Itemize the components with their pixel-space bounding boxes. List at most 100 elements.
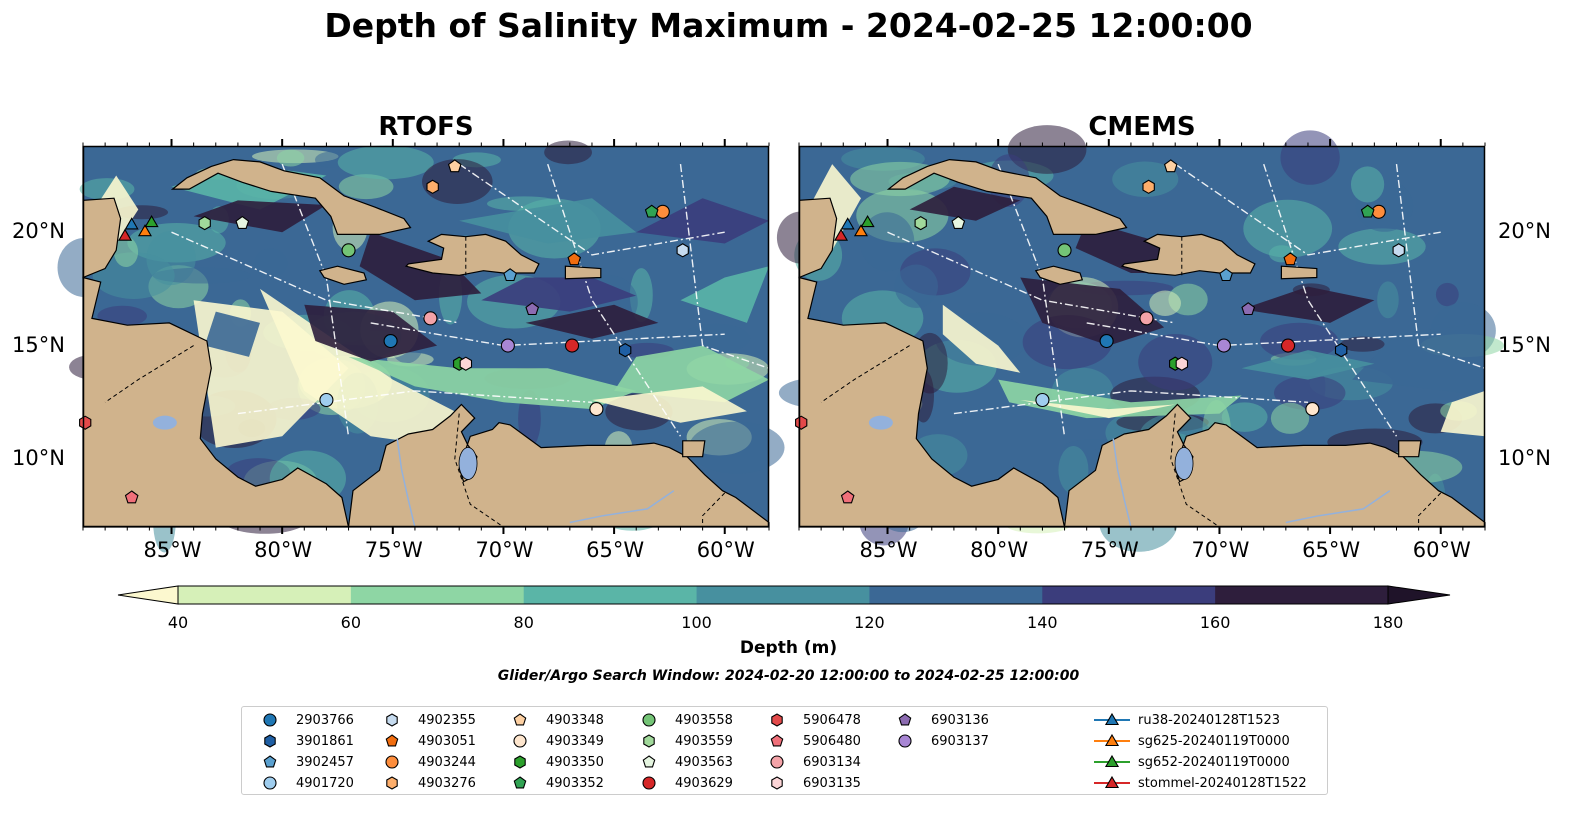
- colorbar-tick-label: 120: [854, 613, 885, 632]
- legend-entry: 4902355: [372, 710, 476, 730]
- map-cmems: [776, 125, 1505, 552]
- float-3901861: [618, 342, 632, 358]
- legend-label: 4903349: [546, 733, 604, 749]
- lake-nicaragua: [868, 415, 893, 430]
- lon-label: 65°W: [586, 538, 645, 562]
- float-4903276: [426, 179, 439, 194]
- legend-entry: 2903766: [250, 710, 354, 730]
- float-5906478: [79, 415, 92, 430]
- colorbar-extend-min: [117, 585, 179, 605]
- colorbar-label: Depth (m): [739, 638, 838, 658]
- depth-region: [260, 288, 460, 446]
- glider-sg625-20240119T0000: [137, 224, 152, 237]
- legend-entry: 4903629: [629, 773, 733, 793]
- legend-symbol: [771, 713, 783, 727]
- legend-entry: sg625-20240119T0000: [1092, 731, 1290, 751]
- lon-label: 60°W: [696, 538, 755, 562]
- legend-symbol: [263, 755, 277, 768]
- legend-label: 5906478: [803, 712, 861, 728]
- legend-symbol: [386, 713, 398, 727]
- panel-title-rtofs: RTOFS: [378, 112, 474, 142]
- legend-marker: [386, 776, 398, 790]
- eez-boundary: [997, 163, 1066, 437]
- lon-label: 70°W: [1191, 538, 1250, 562]
- legend-marker: [263, 755, 277, 768]
- land: [347, 403, 770, 528]
- float-4903629: [1281, 338, 1296, 353]
- colorbar-frame: [177, 585, 1389, 605]
- lake-maracaibo: [1174, 447, 1194, 480]
- legend-marker: [770, 734, 784, 747]
- lon-label: 70°W: [475, 538, 534, 562]
- lon-label: 75°W: [1080, 538, 1139, 562]
- depth-region: [304, 304, 438, 362]
- depth-region: [909, 186, 1021, 221]
- legend-label: sg652-20240119T0000: [1138, 754, 1290, 770]
- land: [798, 146, 838, 279]
- legend-entry: 6903134: [757, 752, 861, 772]
- colorbar-segment: [869, 586, 1043, 604]
- land: [318, 265, 368, 285]
- legend-marker: [1094, 775, 1130, 789]
- depth-region: [1241, 350, 1375, 380]
- legend-label: 4903563: [675, 754, 733, 770]
- eez-boundary: [679, 164, 770, 369]
- colorbar-tick-label: 160: [1199, 613, 1231, 632]
- border: [820, 345, 910, 403]
- colorbar-tick-label: 80: [513, 613, 534, 632]
- legend-symbol: [642, 713, 656, 727]
- float-6903134: [423, 311, 438, 326]
- legend-symbol: [642, 776, 656, 790]
- float-4901720: [319, 392, 334, 408]
- depth-region: [942, 304, 1021, 373]
- legend-entry: 3902457: [250, 752, 354, 772]
- river: [1285, 490, 1391, 524]
- legend-label: 4903352: [546, 775, 604, 791]
- eez-boundary: [1263, 163, 1398, 437]
- depth-patch: [1377, 281, 1399, 319]
- legend-label: 2903766: [296, 712, 354, 728]
- legend-marker: [263, 713, 277, 727]
- float-6903135: [1175, 356, 1189, 371]
- depth-region: [614, 345, 769, 403]
- legend-triangle: [1104, 712, 1120, 726]
- float-4903559: [198, 215, 211, 231]
- depth-patch: [1007, 125, 1087, 174]
- land: [82, 146, 122, 279]
- depth-region: [1020, 400, 1176, 419]
- legend-marker: [264, 734, 276, 748]
- legend-label: 6903137: [931, 733, 989, 749]
- panel-title-cmems: CMEMS: [1088, 112, 1196, 142]
- depth-region: [459, 198, 637, 244]
- legend-label: 4903276: [418, 775, 476, 791]
- legend-marker: [898, 713, 912, 726]
- colorbar-segment: [696, 586, 870, 604]
- float-4903348: [1163, 159, 1178, 173]
- legend-label: 4903559: [675, 733, 733, 749]
- depth-region: [204, 311, 260, 357]
- lon-label: 80°W: [254, 538, 313, 562]
- lon-label: 80°W: [970, 538, 1029, 562]
- glider-sg652-20240119T0000: [144, 215, 159, 228]
- lon-label: 85°W: [859, 538, 918, 562]
- river: [1112, 438, 1132, 528]
- legend-label: sg625-20240119T0000: [1138, 733, 1290, 749]
- depth-region: [193, 200, 327, 233]
- lat-label: 20°N: [1498, 219, 1551, 244]
- legend-marker: [898, 734, 912, 748]
- eez-boundary: [887, 231, 1176, 324]
- lat-label: 15°N: [12, 332, 65, 357]
- float-4902355: [676, 243, 689, 258]
- colorbar-segment: [350, 586, 525, 604]
- legend-symbol: [264, 734, 276, 748]
- float-4903558: [1057, 243, 1072, 258]
- legend-marker: [385, 734, 399, 747]
- legend-label: 4903348: [546, 712, 604, 728]
- depth-region: [348, 356, 637, 410]
- legend-entry: 4903559: [629, 731, 733, 751]
- legend-symbol: [263, 713, 277, 727]
- legend-label: 5906480: [803, 733, 861, 749]
- depth-patch: [152, 267, 252, 284]
- land: [1398, 440, 1422, 458]
- float-3902457: [1219, 268, 1233, 282]
